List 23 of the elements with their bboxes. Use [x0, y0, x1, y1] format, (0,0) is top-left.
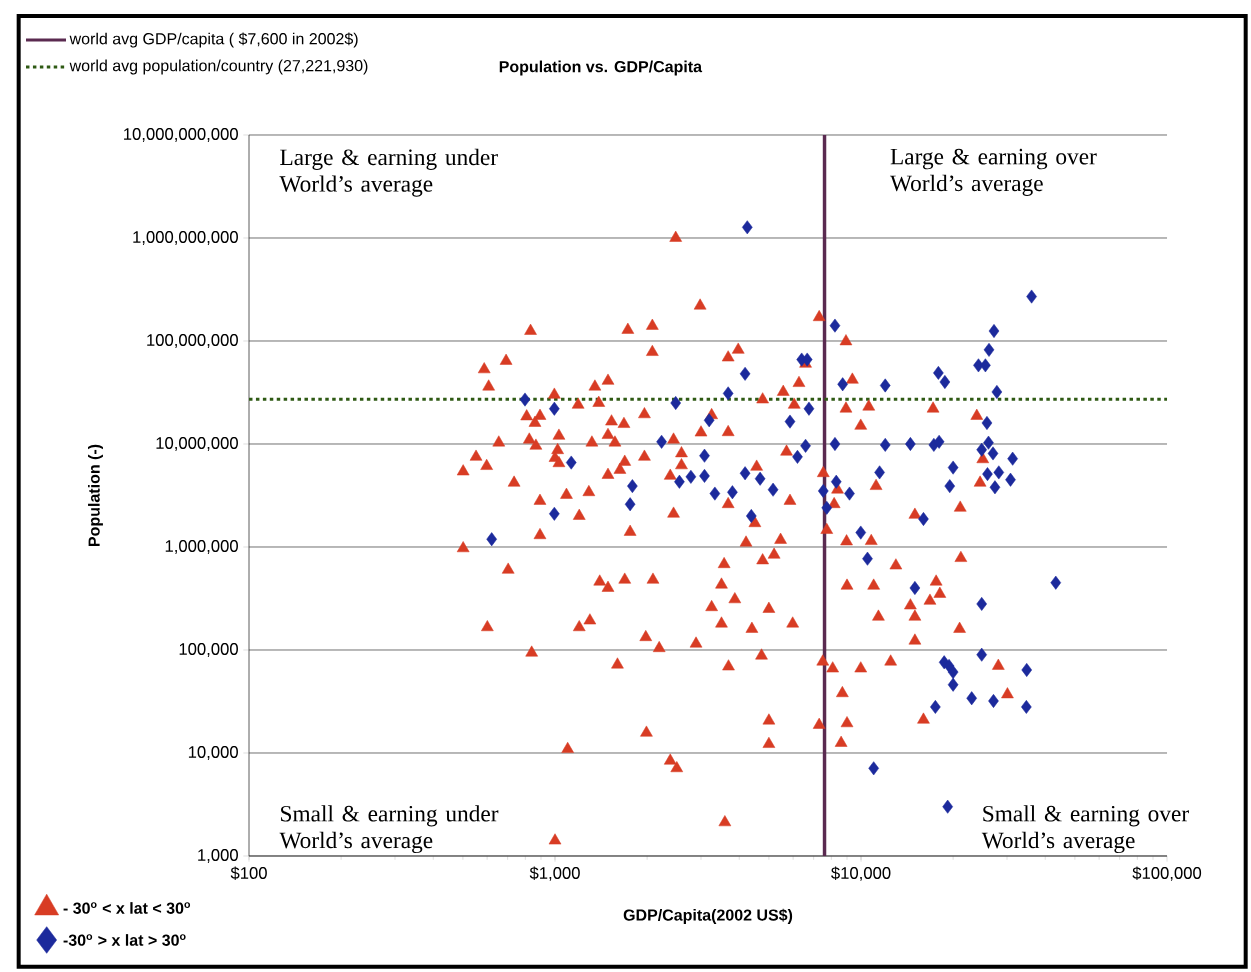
x-tick-label: $100,000 [1132, 866, 1202, 881]
legend-label: world avg GDP/capita ( $7,600 in 2002$) [69, 32, 358, 48]
y-tick-label: 1,000,000 [165, 540, 238, 554]
y-axis-title: Population (-) [88, 444, 103, 546]
legend-label: world avg population/country (27,221,930) [69, 59, 368, 75]
legend-label: - 30$^{o}$ < x lat < 30$^{o}$ [63, 902, 191, 914]
legend-label: -30$^{o}$ > x lat > 30$^{o}$ [63, 934, 186, 946]
annotation: Small & earning under World’s average [279, 805, 499, 854]
x-tick-label: $10,000 [831, 866, 891, 881]
x-axis-title: GDP/Capita(2002 US$) [623, 908, 793, 924]
y-tick-label: 1,000 [198, 849, 238, 863]
y-tick-label: 100,000 [179, 643, 238, 657]
y-tick-label: 100,000,000 [147, 334, 238, 348]
y-tick-label: 10,000 [188, 746, 238, 760]
annotation: Small & earning over World’s average [981, 805, 1189, 854]
chart-title: Population vs. GDP/Capita [499, 60, 703, 76]
y-tick-label: 1,000,000,000 [133, 231, 238, 245]
annotation: Large & earning under World’s average [279, 148, 498, 197]
y-tick-label: 10,000,000,000 [124, 128, 238, 142]
x-tick-label: $100 [230, 866, 267, 880]
y-tick-label: 10,000,000 [156, 437, 238, 451]
annotation: Large & earning over World’s average [889, 148, 1097, 196]
x-tick-label: $1,000 [529, 866, 580, 881]
